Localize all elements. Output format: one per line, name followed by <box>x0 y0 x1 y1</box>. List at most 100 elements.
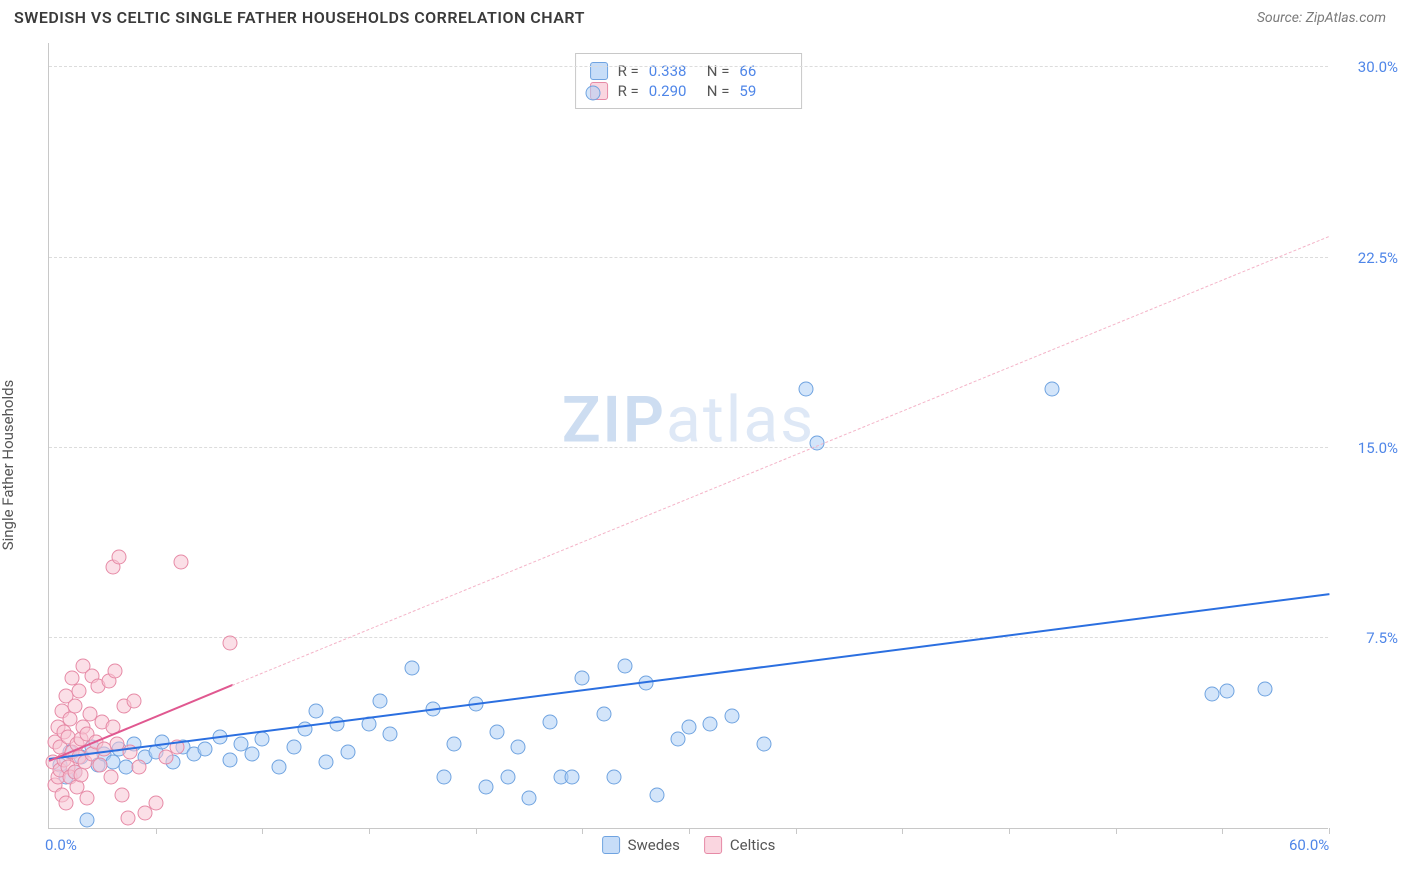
x-tick-mark <box>1329 828 1330 834</box>
n-label: N = <box>707 82 730 100</box>
scatter-point-celtics <box>174 554 189 569</box>
scatter-point-swedes <box>287 739 302 754</box>
scatter-point-swedes <box>383 727 398 742</box>
x-tick-mark <box>1009 828 1010 834</box>
scatter-point-swedes <box>1219 684 1234 699</box>
x-tick-mark <box>1116 828 1117 834</box>
y-tick-label: 22.5% <box>1338 249 1398 267</box>
scatter-point-swedes <box>490 724 505 739</box>
y-tick-label: 30.0% <box>1338 58 1398 76</box>
y-axis-label: Single Father Households <box>0 380 17 551</box>
r-label: R = <box>618 82 639 100</box>
x-tick-mark <box>902 828 903 834</box>
scatter-point-swedes <box>756 737 771 752</box>
scatter-point-swedes <box>404 661 419 676</box>
x-tick-mark <box>262 828 263 834</box>
scatter-point-swedes <box>244 747 259 762</box>
scatter-point-swedes <box>522 790 537 805</box>
r-value-swedes: 0.338 <box>649 62 697 80</box>
scatter-point-celtics <box>108 663 123 678</box>
y-tick-label: 15.0% <box>1338 439 1398 457</box>
scatter-point-swedes <box>500 770 515 785</box>
scatter-point-celtics <box>120 810 135 825</box>
x-tick-mark <box>369 828 370 834</box>
plot-area: ZIPatlas R = 0.338 N = 66 R = 0.290 N = … <box>48 43 1328 829</box>
scatter-point-swedes <box>799 382 814 397</box>
scatter-point-swedes <box>618 658 633 673</box>
legend-label-swedes: Swedes <box>628 836 680 854</box>
legend-item-swedes: Swedes <box>602 836 680 854</box>
r-value-celtics: 0.290 <box>649 82 697 100</box>
scatter-point-celtics <box>93 757 108 772</box>
scatter-point-celtics <box>127 694 142 709</box>
scatter-point-swedes <box>543 714 558 729</box>
header-row: SWEDISH VS CELTIC SINGLE FATHER HOUSEHOL… <box>0 0 1406 31</box>
scatter-point-celtics <box>223 635 238 650</box>
scatter-point-celtics <box>80 790 95 805</box>
trend-line-swedes <box>49 593 1329 760</box>
n-value-swedes: 66 <box>739 62 787 80</box>
x-tick-mark <box>582 828 583 834</box>
scatter-point-celtics <box>148 795 163 810</box>
scatter-point-celtics <box>114 788 129 803</box>
scatter-point-swedes <box>319 755 334 770</box>
x-tick-mark <box>476 828 477 834</box>
scatter-point-swedes <box>372 694 387 709</box>
trend-line-celtics-dashed <box>232 236 1329 686</box>
scatter-point-swedes <box>607 770 622 785</box>
scatter-point-swedes <box>703 717 718 732</box>
scatter-point-swedes <box>272 760 287 775</box>
scatter-point-celtics <box>74 767 89 782</box>
scatter-point-swedes <box>724 709 739 724</box>
scatter-point-swedes <box>330 717 345 732</box>
scatter-point-swedes <box>479 780 494 795</box>
stats-row-swedes: R = 0.338 N = 66 <box>590 62 788 80</box>
scatter-point-swedes <box>1044 382 1059 397</box>
swatch-blue-icon <box>590 62 608 80</box>
n-label: N = <box>707 62 730 80</box>
scatter-point-celtics <box>131 760 146 775</box>
source-attribution: Source: ZipAtlas.com <box>1257 10 1386 26</box>
scatter-point-swedes <box>1204 686 1219 701</box>
chart-container: Single Father Households ZIPatlas R = 0.… <box>0 31 1406 881</box>
scatter-point-swedes <box>223 752 238 767</box>
scatter-point-celtics <box>59 795 74 810</box>
x-tick-mark <box>689 828 690 834</box>
stats-row-celtics: R = 0.290 N = 59 <box>590 82 788 100</box>
scatter-point-swedes <box>671 732 686 747</box>
r-label: R = <box>618 62 639 80</box>
y-tick-label: 7.5% <box>1338 629 1398 647</box>
scatter-point-swedes <box>682 719 697 734</box>
scatter-point-swedes <box>596 706 611 721</box>
x-tick-label: 0.0% <box>45 836 77 854</box>
gridline-horizontal <box>49 447 1328 448</box>
scatter-point-swedes <box>340 744 355 759</box>
scatter-point-swedes <box>511 739 526 754</box>
scatter-point-swedes <box>197 742 212 757</box>
legend-item-celtics: Celtics <box>704 836 776 854</box>
gridline-horizontal <box>49 637 1328 638</box>
scatter-point-celtics <box>67 699 82 714</box>
scatter-point-swedes <box>308 704 323 719</box>
x-tick-label: 60.0% <box>1289 836 1329 854</box>
scatter-point-celtics <box>103 770 118 785</box>
chart-title: SWEDISH VS CELTIC SINGLE FATHER HOUSEHOL… <box>14 8 585 27</box>
x-tick-mark <box>156 828 157 834</box>
scatter-point-swedes <box>586 85 601 100</box>
scatter-point-celtics <box>71 684 86 699</box>
x-tick-mark <box>796 828 797 834</box>
scatter-point-swedes <box>650 788 665 803</box>
scatter-point-swedes <box>564 770 579 785</box>
scatter-point-swedes <box>1258 681 1273 696</box>
scatter-point-swedes <box>255 732 270 747</box>
swatch-pink-icon <box>704 836 722 854</box>
gridline-horizontal <box>49 257 1328 258</box>
x-tick-mark <box>1222 828 1223 834</box>
n-value-celtics: 59 <box>739 82 787 100</box>
scatter-point-swedes <box>80 813 95 828</box>
scatter-point-swedes <box>436 770 451 785</box>
stats-legend-box: R = 0.338 N = 66 R = 0.290 N = 59 <box>575 53 803 109</box>
legend-label-celtics: Celtics <box>730 836 776 854</box>
scatter-point-celtics <box>112 549 127 564</box>
gridline-horizontal <box>49 66 1328 67</box>
